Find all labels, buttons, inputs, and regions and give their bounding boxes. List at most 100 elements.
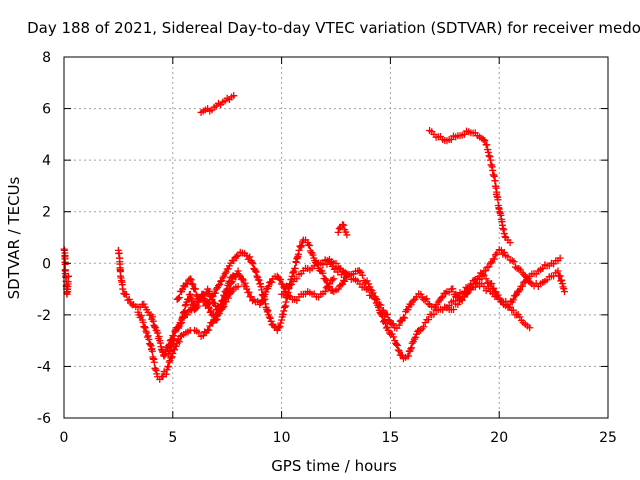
data-point	[191, 285, 199, 293]
data-point	[523, 274, 531, 282]
data-point	[251, 267, 259, 275]
data-point	[230, 92, 238, 100]
data-point	[520, 271, 528, 279]
data-point	[393, 341, 401, 349]
data-point	[125, 295, 133, 303]
data-point	[450, 297, 458, 305]
data-point	[309, 251, 317, 259]
data-point	[208, 311, 216, 319]
data-point	[305, 241, 313, 249]
x-tick-label: 5	[168, 430, 177, 446]
data-point	[442, 289, 450, 297]
data-point	[510, 258, 518, 266]
data-point	[214, 282, 222, 290]
data-point	[176, 320, 184, 328]
data-point	[332, 264, 340, 272]
data-point	[495, 294, 503, 302]
data-point	[234, 270, 242, 278]
data-points	[60, 92, 568, 383]
y-tick-label: 6	[42, 102, 51, 118]
data-point	[221, 270, 229, 278]
data-point	[327, 258, 335, 266]
y-tick-label: -2	[37, 308, 51, 324]
data-point	[325, 280, 333, 288]
data-point	[556, 272, 564, 280]
data-point	[420, 323, 428, 331]
data-point	[558, 280, 566, 288]
data-point	[146, 340, 154, 348]
data-point	[341, 277, 349, 285]
data-point	[526, 278, 534, 286]
y-tick-label: 0	[42, 256, 51, 272]
data-point	[122, 290, 130, 298]
data-point	[298, 242, 306, 250]
data-point	[268, 278, 276, 286]
plot-frame	[63, 56, 609, 419]
data-point	[252, 268, 260, 276]
data-point	[539, 264, 547, 272]
data-point	[401, 314, 409, 322]
data-point	[205, 326, 213, 334]
data-point	[246, 253, 254, 261]
data-point	[168, 353, 176, 361]
data-point	[277, 276, 285, 284]
data-point	[216, 280, 224, 288]
y-tick-label: 8	[42, 50, 51, 66]
data-point	[395, 321, 403, 329]
data-point	[485, 263, 493, 271]
data-point	[265, 282, 273, 290]
data-point	[160, 352, 168, 360]
data-point	[506, 303, 514, 311]
data-point	[482, 267, 490, 275]
data-point	[516, 286, 524, 294]
data-point	[204, 303, 212, 311]
data-point	[445, 302, 453, 310]
data-point	[151, 365, 159, 373]
data-point	[500, 226, 508, 234]
data-point	[340, 221, 348, 229]
y-tick-label: 2	[42, 205, 51, 221]
data-point	[404, 306, 412, 314]
x-tick-label: 10	[273, 430, 291, 446]
data-point	[560, 288, 568, 296]
data-point	[137, 312, 145, 320]
data-point	[249, 260, 257, 268]
data-point	[161, 351, 169, 359]
data-point	[559, 283, 567, 291]
data-point	[408, 339, 416, 347]
data-point	[506, 239, 514, 247]
data-point	[255, 276, 263, 284]
data-point	[343, 231, 351, 239]
data-point	[416, 326, 424, 334]
data-point	[556, 254, 564, 262]
data-point	[233, 252, 241, 260]
data-point	[150, 358, 158, 366]
data-point	[334, 228, 342, 236]
data-point	[321, 288, 329, 296]
data-point	[362, 278, 370, 286]
data-point	[170, 335, 178, 343]
data-point	[335, 225, 343, 233]
data-point	[151, 323, 159, 331]
data-point	[500, 248, 508, 256]
data-point	[253, 272, 261, 280]
data-point	[449, 285, 457, 293]
data-point	[521, 272, 529, 280]
data-point	[554, 267, 562, 275]
data-point	[389, 320, 397, 328]
data-point	[358, 271, 366, 279]
data-point	[201, 296, 209, 304]
data-point	[460, 288, 468, 296]
data-point	[330, 275, 338, 283]
data-point	[267, 317, 275, 325]
data-point	[291, 264, 299, 272]
data-point	[509, 296, 517, 304]
data-point	[119, 285, 127, 293]
data-point	[241, 279, 249, 287]
data-point	[369, 289, 377, 297]
data-point	[512, 292, 520, 300]
data-point	[508, 257, 516, 265]
data-point	[293, 275, 301, 283]
data-point	[165, 348, 173, 356]
